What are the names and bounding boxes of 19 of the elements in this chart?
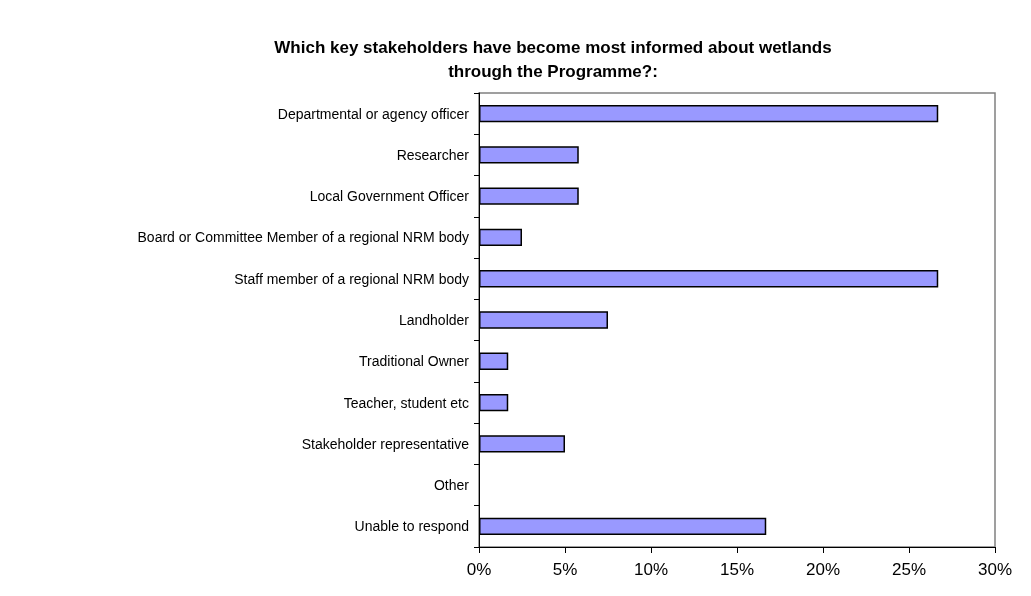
y-tick-label: Board or Committee Member of a regional NRM body bbox=[137, 229, 469, 246]
y-tick-label: Unable to respond bbox=[354, 518, 469, 535]
y-tick-label: Local Government Officer bbox=[309, 188, 470, 205]
y-tick-label: Traditional Owner bbox=[359, 353, 470, 370]
x-tick-label: 5% bbox=[552, 560, 578, 579]
y-tick-label: Landholder bbox=[398, 312, 470, 328]
x-tick-label: 30% bbox=[977, 560, 1013, 579]
y-tick-label: Staff member of a regional NRM body bbox=[234, 270, 469, 287]
y-tick-label: Teacher, student etc bbox=[343, 394, 469, 411]
x-tick-label: 25% bbox=[891, 560, 927, 579]
y-tick-label: Departmental or agency officer bbox=[277, 105, 470, 122]
y-tick-label: Researcher bbox=[396, 146, 470, 163]
x-tick-label: 0% bbox=[466, 560, 492, 579]
x-tick-label: 15% bbox=[719, 560, 755, 579]
y-tick-label: Stakeholder representative bbox=[301, 435, 470, 452]
x-tick-label: 10% bbox=[633, 560, 669, 579]
x-tick-label: 20% bbox=[805, 560, 841, 579]
y-tick-label: Other bbox=[433, 477, 470, 494]
chart-title: Which key stakeholders have become most informed about wetlands through the Programme?: bbox=[274, 37, 832, 81]
